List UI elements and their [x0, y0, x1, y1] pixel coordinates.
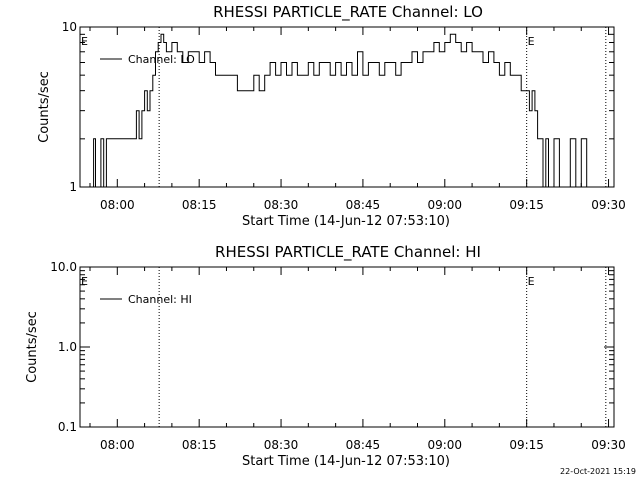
x-axis-label-hi: Start Time (14-Jun-12 07:53:10): [242, 454, 450, 469]
x-tick-label-lo-5: 09:15: [509, 198, 544, 212]
x-tick-label-hi-2: 08:30: [264, 438, 299, 452]
x-tick-label-lo-2: 08:30: [264, 198, 299, 212]
y-tick-label-hi-1: 1.0: [58, 340, 77, 354]
x-ticks-hi: 08:00 08:15 08:30 08:45 09:00 09:15 09:30: [89, 267, 626, 452]
legend-label-hi: Channel: HI: [128, 293, 192, 306]
y-axis-label-lo: Counts/sec: [37, 71, 52, 143]
x-tick-label-hi-0: 08:00: [100, 438, 135, 452]
x-tick-label-lo-0: 08:00: [100, 198, 135, 212]
y-ticks-hi: 0.1 1.0 10.0: [50, 260, 614, 434]
plot-frame-lo: [79, 26, 615, 188]
x-tick-label-hi-6: 09:30: [591, 438, 626, 452]
legend-hi: Channel: HI: [100, 293, 192, 306]
x-tick-label-lo-4: 09:00: [427, 198, 462, 212]
x-tick-label-hi-3: 08:45: [346, 438, 381, 452]
series-line-lo: [90, 33, 595, 188]
event-marker-hi-0: E: [81, 275, 88, 288]
event-marker-lo-1: E: [528, 35, 535, 48]
x-tick-label-hi-4: 09:00: [427, 438, 462, 452]
x-tick-label-hi-1: 08:15: [182, 438, 217, 452]
timestamp: 22-Oct-2021 15:19: [560, 467, 636, 476]
x-tick-label-lo-1: 08:15: [182, 198, 217, 212]
x-tick-label-hi-5: 09:15: [509, 438, 544, 452]
x-axis-label-lo: Start Time (14-Jun-12 07:53:10): [242, 214, 450, 229]
legend-label-lo: Channel: LO: [128, 53, 195, 66]
y-tick-label-lo-0: 1: [69, 180, 77, 194]
x-tick-label-lo-6: 09:30: [591, 198, 626, 212]
event-marker-hi-1: E: [528, 275, 535, 288]
event-marker-lo-0: E: [81, 35, 88, 48]
chart-title-lo: RHESSI PARTICLE_RATE Channel: LO: [213, 3, 483, 22]
y-tick-label-hi-0: 0.1: [58, 420, 77, 434]
x-tick-label-lo-3: 08:45: [346, 198, 381, 212]
legend-lo: Channel: LO: [100, 53, 195, 66]
chart-title-hi: RHESSI PARTICLE_RATE Channel: HI: [215, 243, 481, 262]
y-ticks-lo: 1 10: [62, 20, 614, 194]
y-tick-label-lo-1: 10: [62, 20, 77, 34]
x-ticks-lo: 08:00 08:15 08:30 08:45 09:00 09:15 09:30: [89, 27, 626, 212]
y-tick-label-hi-2: 10.0: [50, 260, 77, 274]
y-axis-label-hi: Counts/sec: [25, 311, 40, 383]
